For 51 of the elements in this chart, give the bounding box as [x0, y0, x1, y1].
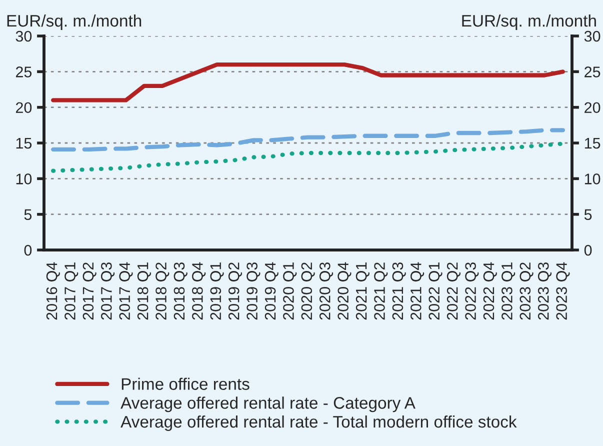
- x-tick-label: 2019 Q1: [210, 262, 224, 320]
- x-tick-label: 2020 Q4: [338, 262, 352, 320]
- x-tick-label: 2021 Q3: [392, 262, 406, 320]
- x-tick-label: 2019 Q4: [264, 262, 278, 320]
- x-tick-label: 2018 Q2: [156, 262, 170, 320]
- x-tick-label: 2017 Q4: [119, 262, 133, 320]
- x-tick-label: 2022 Q2: [446, 262, 460, 320]
- x-tick-label: 2023 Q4: [556, 262, 570, 320]
- x-tick-label: 2023 Q2: [520, 262, 534, 320]
- x-tick-label: 2023 Q1: [502, 262, 516, 320]
- y-tick-label: 20: [16, 102, 32, 114]
- x-tick-label: 2018 Q1: [137, 262, 151, 320]
- y-tick-label: 5: [24, 209, 32, 220]
- x-tick-label: 2020 Q2: [301, 262, 315, 320]
- y2-tick-label: 10: [584, 174, 600, 184]
- y-tick-label: 10: [16, 174, 32, 184]
- legend-label: Average offered rental rate - Total modern office stock: [120, 415, 517, 431]
- line-series: [51, 142, 565, 173]
- legend-label: Prime office rents: [122, 378, 250, 390]
- y2-tick-label: 20: [584, 102, 600, 114]
- x-tick-label: 2017 Q3: [101, 262, 115, 320]
- x-tick-label: 2019 Q3: [246, 262, 260, 320]
- x-tick-label: 2022 Q4: [483, 262, 497, 320]
- x-tick-label: 2018 Q3: [174, 262, 188, 320]
- x-tick-label: 2020 Q1: [283, 262, 297, 320]
- y2-tick-label: 0: [584, 244, 592, 256]
- x-tick-label: 2018 Q4: [192, 262, 206, 320]
- x-tick-label: 2023 Q3: [538, 262, 552, 320]
- y-tick-label: 15: [16, 138, 32, 149]
- y2-tick-label: 15: [584, 138, 600, 149]
- x-tick-label: 2019 Q2: [228, 262, 242, 320]
- y2-tick-label: 30: [584, 30, 600, 42]
- x-tick-label: 2021 Q4: [410, 262, 424, 320]
- x-tick-label: 2021 Q1: [356, 262, 370, 320]
- line-series: [51, 128, 565, 152]
- x-tick-label: 2020 Q3: [319, 262, 334, 320]
- x-tick-label: 2016 Q4: [46, 262, 60, 320]
- y2-axis-title: EUR/sq. m./month: [462, 14, 596, 30]
- y2-tick-label: 25: [584, 66, 600, 78]
- y-tick-label: 30: [16, 30, 32, 42]
- y-tick-label: 25: [16, 66, 32, 78]
- x-tick-label: 2022 Q1: [428, 262, 442, 320]
- line-series: [51, 62, 565, 102]
- x-tick-label: 2017 Q1: [64, 262, 78, 320]
- legend-label: Average offered rental rate - Category A: [120, 396, 416, 412]
- x-tick-label: 2017 Q2: [82, 262, 96, 320]
- y-tick-label: 0: [24, 244, 32, 256]
- y2-tick-label: 5: [584, 209, 592, 220]
- x-tick-label: 2022 Q3: [465, 262, 479, 320]
- x-tick-label: 2021 Q2: [374, 262, 388, 320]
- y-axis-title: EUR/sq. m./month: [7, 14, 142, 30]
